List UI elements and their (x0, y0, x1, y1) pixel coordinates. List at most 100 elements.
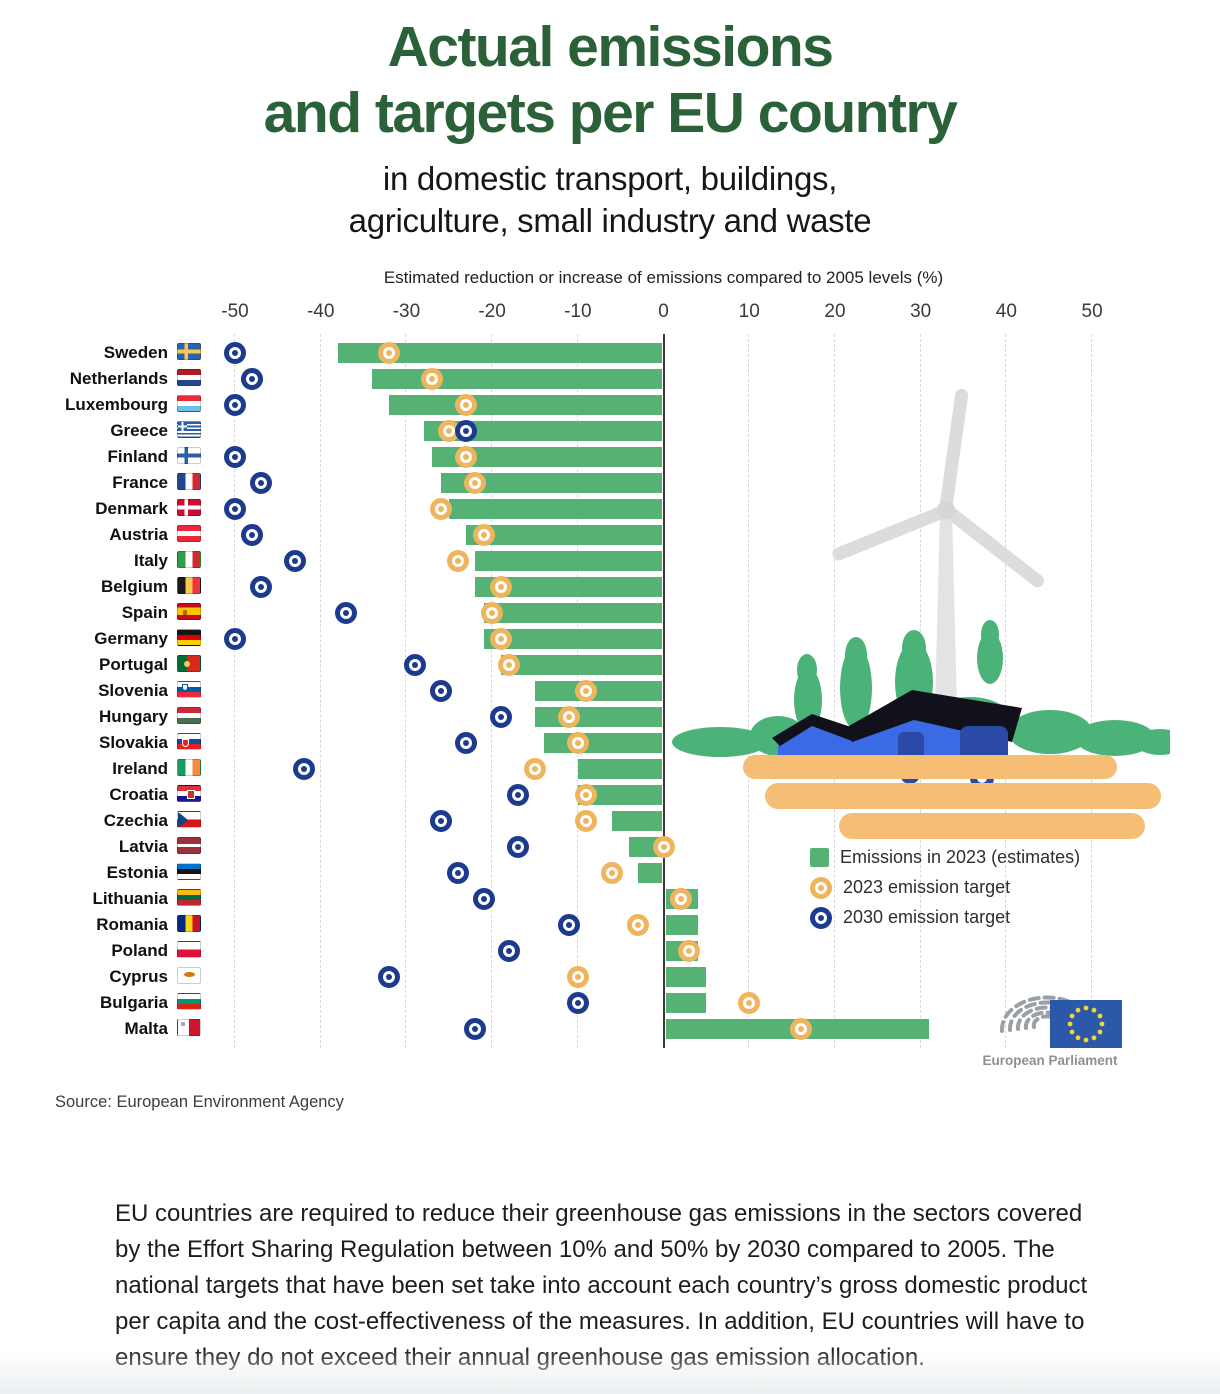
emissions-bar (483, 603, 662, 623)
target-2023-marker (438, 420, 461, 442)
x-tick-label: -50 (221, 301, 249, 322)
marker-dot (514, 792, 521, 798)
marker-dot (471, 1026, 478, 1032)
marker-dot (583, 818, 590, 824)
marker-dot (506, 662, 513, 668)
target-2030-marker (566, 992, 589, 1014)
country-label: Spain (121, 603, 168, 622)
marker-dot (232, 636, 238, 642)
flag-icon-dk (177, 499, 201, 516)
marker-dot (257, 480, 264, 486)
emissions-bar (483, 629, 662, 649)
emissions-bar (665, 915, 698, 935)
emissions-bar (449, 499, 662, 519)
x-tick-label: 50 (1081, 301, 1103, 322)
country-label: Bulgaria (99, 993, 168, 1012)
target-2023-marker (626, 914, 649, 936)
emissions-bar (474, 551, 662, 571)
marker-dot (574, 974, 581, 980)
marker-dot (566, 714, 573, 720)
emissions-bar (372, 369, 662, 389)
flag-icon-ee (177, 863, 201, 880)
target-2023-marker (463, 472, 486, 494)
marker-dot (446, 428, 453, 434)
emissions-bar (543, 733, 662, 753)
target-2023-marker (738, 992, 761, 1014)
marker-dot (437, 688, 444, 694)
country-label: Ireland (112, 759, 168, 778)
wind-farm-illustration (672, 388, 1170, 839)
legend-item-target-2023: 2023 emission target (810, 875, 1080, 900)
x-tick-label: 0 (658, 301, 669, 322)
target-2030-marker (455, 732, 478, 754)
target-2023-marker (566, 966, 589, 988)
flag-icon-be (177, 577, 201, 594)
marker-dot (257, 584, 264, 590)
european-parliament-caption: European Parliament (982, 1053, 1118, 1068)
flag-icon-at (177, 525, 201, 542)
marker-dot (497, 636, 504, 642)
target-2030-marker (249, 576, 272, 598)
country-label: Latvia (118, 837, 168, 856)
country-label: Croatia (109, 785, 168, 804)
marker-dot (411, 662, 418, 668)
target-2023-marker (455, 446, 478, 468)
marker-dot (437, 506, 444, 512)
marker-dot (463, 428, 470, 434)
x-tick-label: 10 (738, 301, 760, 322)
emissions-bar (637, 863, 662, 883)
target-2023-marker (421, 368, 444, 390)
marker-dot (463, 402, 470, 408)
emissions-bar (577, 785, 662, 805)
flag-icon-ie (177, 759, 201, 776)
flag-icon-nl (177, 369, 201, 386)
gridline (1091, 334, 1093, 1048)
emissions-bar (337, 343, 662, 363)
target-2030-marker (558, 914, 581, 936)
country-label: France (112, 473, 168, 492)
marker-dot (574, 1000, 581, 1006)
emissions-bar (665, 993, 707, 1013)
emissions-bar (474, 577, 662, 597)
marker-dot (677, 896, 684, 902)
flag-icon-bg (177, 993, 201, 1010)
flag-icon-lt (177, 889, 201, 906)
title-line-1: Actual emissions (387, 15, 834, 79)
marker-dot (249, 376, 256, 382)
target-2023-marker (523, 758, 546, 780)
marker-dot (429, 376, 436, 382)
source-note: Source: European Environment Agency (55, 1093, 344, 1111)
country-label: Greece (110, 421, 168, 440)
legend: Emissions in 2023 (estimates) 2023 emiss… (810, 845, 1080, 935)
target-2030-marker (472, 888, 495, 910)
gridline (748, 334, 750, 1048)
legend-label: 2023 emission target (843, 877, 1011, 897)
target-2023-marker (678, 940, 701, 962)
emissions-bar (440, 473, 662, 493)
country-label: Sweden (103, 343, 168, 362)
target-2023-marker (472, 524, 495, 546)
marker-dot (463, 454, 470, 460)
country-label: Luxembourg (65, 395, 168, 414)
country-label: Hungary (99, 707, 168, 726)
marker-dot (291, 558, 298, 564)
target-2030-marker (283, 550, 306, 572)
target-2030-marker (224, 628, 246, 650)
flag-icon-fi (177, 447, 201, 464)
target-2023-marker (789, 1018, 812, 1040)
target-2030-marker (292, 758, 315, 780)
marker-dot (232, 454, 238, 460)
country-label: Czechia (103, 811, 168, 830)
gridline (833, 334, 835, 1048)
emissions-bar (500, 655, 662, 675)
wind-turbine-icon (832, 388, 1045, 748)
gridline (319, 334, 321, 1048)
legend-label: 2030 emission target (843, 907, 1011, 927)
marker-dot (660, 844, 667, 850)
marker-dot (471, 480, 478, 486)
country-label: Slovakia (99, 733, 168, 752)
x-axis-title: Estimated reduction or increase of emiss… (383, 268, 944, 287)
target-2030-marker (224, 498, 246, 520)
page-subtitle: in domestic transport, buildings, agricu… (0, 158, 1220, 242)
target-2030-marker (241, 524, 264, 546)
